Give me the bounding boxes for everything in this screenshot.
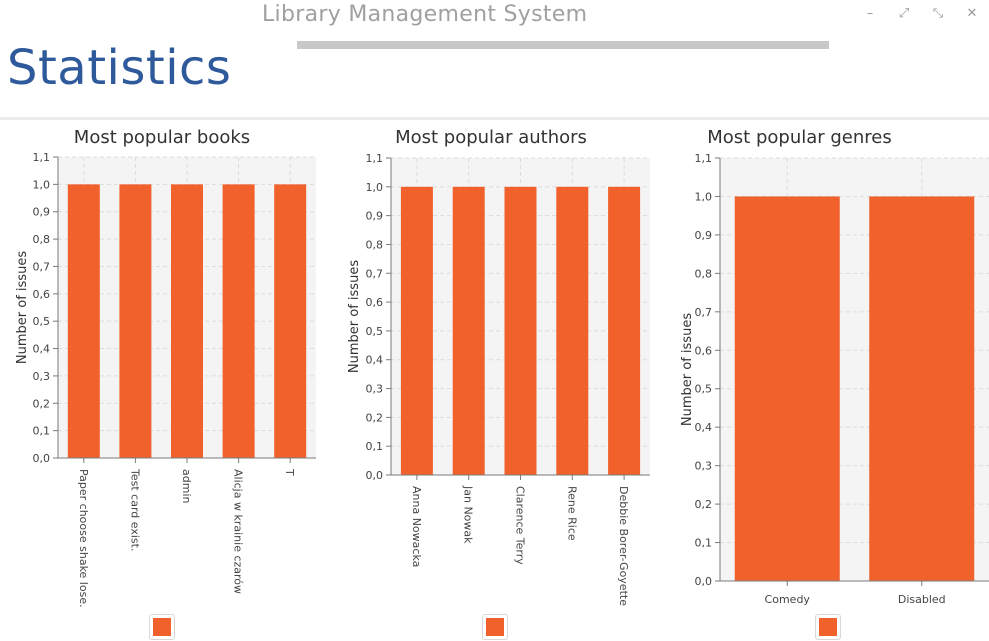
restore-icon[interactable]: ⤡ xyxy=(932,5,944,21)
close-icon[interactable]: ✕ xyxy=(966,5,978,21)
y-tick-label: 0,9 xyxy=(33,206,51,219)
x-tick-label: Debbie Borer-Goyette xyxy=(617,486,630,606)
legend-item-authors[interactable] xyxy=(482,614,508,640)
y-tick-label: 0,4 xyxy=(695,421,713,434)
bar[interactable] xyxy=(504,186,537,475)
y-tick-label: 1,1 xyxy=(695,152,713,165)
x-tick-label: Comedy xyxy=(765,593,811,606)
y-tick-label: 0,7 xyxy=(366,267,384,280)
bar[interactable] xyxy=(119,184,152,458)
chart-books: 0,0 0,1 0,2 0,3 0,4 0,5 0,6 0,7 0,8 0,9 1,0 1,1 Pape… xyxy=(15,151,316,608)
chart-panel-authors: Most popular authors 0,0 0,1 0,2 0,3 0,4 0,5 0… xyxy=(330,120,660,641)
legend-color-icon xyxy=(819,618,837,636)
chart-title-genres: Most popular genres xyxy=(707,127,892,148)
y-tick-label: 0,5 xyxy=(366,325,384,338)
chart-title-books: Most popular books xyxy=(73,127,251,148)
y-tick-label: 0,1 xyxy=(695,537,713,550)
y-tick-label: 0,1 xyxy=(366,440,384,453)
y-tick-label: 0,1 xyxy=(33,425,51,438)
minimize-icon[interactable]: – xyxy=(866,5,874,21)
y-tick-label: 0,8 xyxy=(695,267,713,280)
title-bar-drag-area[interactable] xyxy=(297,41,829,49)
bar[interactable] xyxy=(274,184,307,458)
y-tick-label: 0,4 xyxy=(33,343,51,356)
legend-color-icon xyxy=(486,618,504,636)
bar[interactable] xyxy=(171,184,203,458)
y-tick-label: 0,5 xyxy=(33,315,51,328)
x-tick-label: Jan Nowak xyxy=(462,485,475,544)
y-tick-label: 0,6 xyxy=(695,344,713,357)
bar[interactable] xyxy=(734,196,840,582)
chart-genres: 0,0 0,1 0,2 0,3 0,4 0,5 0,6 0,7 0,8 0,9 1,0 1,1 Come… xyxy=(680,152,989,606)
y-tick-label: 1,0 xyxy=(33,178,51,191)
y-tick-label: 0,3 xyxy=(366,383,384,396)
y-tick-label: 0,9 xyxy=(366,210,384,223)
y-tick-label: 1,0 xyxy=(366,181,384,194)
chart-panel-genres: Most popular genres 0,0 0,1 0,2 0,3 0,4 0,5 0,… xyxy=(660,120,989,641)
bar[interactable] xyxy=(608,186,641,475)
legend-item-books[interactable] xyxy=(149,614,175,640)
maximize-icon[interactable]: ⤢ xyxy=(898,5,910,21)
x-tick-label: Alicja w krainie czarów xyxy=(232,469,245,594)
y-tick-label: 0,3 xyxy=(33,370,51,383)
y-tick-label: 1,1 xyxy=(33,151,51,164)
y-tick-label: 0,9 xyxy=(695,229,713,242)
chart-title-authors: Most popular authors xyxy=(395,127,587,148)
chart-panel-books: Most popular books 0,0 0,1 0,2 0,3 0,4 0,5 0,6… xyxy=(0,120,330,641)
y-tick-label: 0,2 xyxy=(366,411,384,424)
x-tick-label: Rene Rice xyxy=(565,486,578,541)
y-tick-label: 0,8 xyxy=(33,233,51,246)
page-title: Statistics xyxy=(7,40,232,96)
bar[interactable] xyxy=(222,184,255,458)
y-tick-label: 0,0 xyxy=(695,575,713,588)
x-tick-label: Test card exist. xyxy=(128,468,141,551)
y-axis-label: Number of issues xyxy=(347,260,362,373)
window-controls: – ⤢ ⤡ ✕ xyxy=(853,4,989,22)
y-tick-label: 0,0 xyxy=(33,452,51,465)
y-tick-label: 0,5 xyxy=(695,383,713,396)
divider xyxy=(0,117,989,120)
bar[interactable] xyxy=(67,184,100,458)
chart-authors: 0,0 0,1 0,2 0,3 0,4 0,5 0,6 0,7 0,8 0,9 1,0 1,1 Anna… xyxy=(347,152,650,606)
x-tick-label: Clarence Terry xyxy=(514,486,527,565)
x-tick-label: Disabled xyxy=(898,593,946,606)
y-tick-label: 1,0 xyxy=(695,190,713,203)
y-tick-label: 0,2 xyxy=(695,498,713,511)
y-tick-label: 0,4 xyxy=(366,354,384,367)
y-tick-label: 0,6 xyxy=(33,288,51,301)
window-title: Library Management System xyxy=(262,2,588,27)
x-tick-label: admin xyxy=(180,469,193,503)
bar[interactable] xyxy=(869,196,975,582)
legend-item-genres[interactable] xyxy=(815,614,841,640)
y-tick-label: 0,0 xyxy=(366,469,384,482)
bar[interactable] xyxy=(452,186,485,475)
bar[interactable] xyxy=(556,186,589,475)
y-axis-label: Number of issues xyxy=(680,313,695,426)
y-tick-label: 0,6 xyxy=(366,296,384,309)
x-tick-label: T xyxy=(283,468,296,476)
y-tick-label: 0,8 xyxy=(366,238,384,251)
y-tick-label: 0,7 xyxy=(695,306,713,319)
legend-color-icon xyxy=(153,618,171,636)
y-axis-label: Number of issues xyxy=(15,251,30,364)
bar[interactable] xyxy=(400,186,433,475)
x-tick-label: Paper choose shake lose. xyxy=(77,469,90,608)
x-tick-label: Anna Nowacka xyxy=(410,486,423,567)
y-tick-label: 0,2 xyxy=(33,397,51,410)
y-tick-label: 1,1 xyxy=(366,152,384,165)
y-tick-label: 0,3 xyxy=(695,460,713,473)
y-tick-label: 0,7 xyxy=(33,260,51,273)
